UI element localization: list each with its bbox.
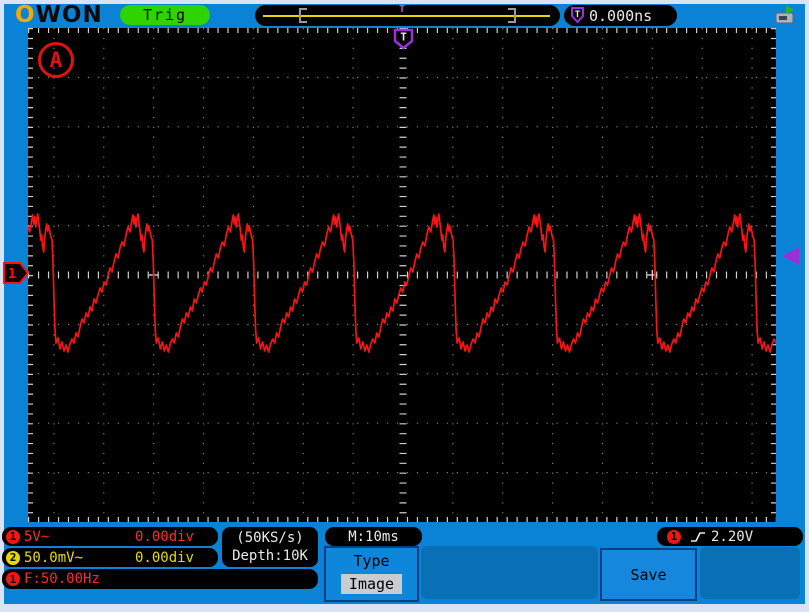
timebase-value: M:10ms: [348, 528, 399, 545]
owon-logo: OWON: [15, 2, 103, 28]
ch1-status-readout: 1 5V~ 0.00div: [2, 527, 218, 546]
ch1-channel-badge: 1: [6, 529, 20, 544]
save-button-label: Save: [630, 565, 667, 584]
trigger-badge-icon: T: [571, 7, 584, 24]
trigger-time-display: T 0.000ns: [564, 5, 677, 26]
rising-edge-icon: [691, 531, 705, 542]
empty-menu-slot: [700, 547, 800, 599]
trigger-level-arrow-icon[interactable]: [779, 246, 801, 266]
record-ruler-line: [263, 15, 550, 17]
trigger-level-readout: 1 2.20V: [657, 527, 803, 546]
auto-acquire-badge: A: [38, 42, 74, 78]
trigger-position-marker[interactable]: T: [392, 28, 416, 50]
trigger-position-letter: T: [400, 31, 407, 44]
trigger-channel-badge: 1: [667, 529, 681, 544]
menu-type-label: Type: [353, 552, 390, 570]
horizontal-position-ruler[interactable]: T: [255, 5, 560, 26]
frequency-readout: 1 F:50.00Hz: [2, 569, 318, 589]
window-right-bracket-icon: [508, 8, 516, 23]
save-button[interactable]: Save: [600, 548, 697, 601]
acquisition-readout: (50KS/s) Depth:10K: [222, 527, 318, 567]
menu-type-value: Image: [340, 574, 403, 594]
freq-channel-badge: 1: [6, 572, 20, 586]
record-depth: Depth:10K: [232, 548, 308, 565]
ch1-waveform-trace: [28, 213, 776, 353]
ch1-offset: 0.00div: [134, 528, 194, 545]
timebase-readout: M:10ms: [325, 527, 422, 546]
sample-rate: (50KS/s): [236, 529, 304, 546]
frequency-value: F:50.00Hz: [24, 571, 100, 587]
empty-menu-slot: [421, 546, 598, 599]
logo-letter-o: O: [15, 2, 36, 28]
trigger-level-value: 2.20V: [711, 528, 754, 545]
menu-type-button[interactable]: Type Image: [324, 546, 419, 602]
logo-rest: WON: [35, 2, 103, 28]
ch2-channel-badge: 2: [6, 550, 20, 565]
ch1-zero-level-marker[interactable]: 1: [3, 261, 30, 285]
ch2-status-readout: 2 50.0mV~ 0.00div: [2, 548, 218, 567]
trigger-badge-letter: T: [575, 10, 581, 20]
trigger-time-value: 0.000ns: [589, 6, 653, 25]
ch2-offset: 0.00div: [134, 549, 194, 566]
ch2-scale: 50.0mV~: [24, 549, 84, 566]
ch1-zero-level-number: 1: [8, 267, 16, 282]
ch1-scale: 5V~: [24, 528, 50, 545]
trigger-status-badge: Trig: [120, 5, 210, 25]
trigger-position-tick: T: [399, 4, 406, 15]
waveform-display-area: [28, 28, 776, 522]
usb-storage-icon: [775, 5, 794, 24]
window-left-bracket-icon: [299, 8, 307, 23]
